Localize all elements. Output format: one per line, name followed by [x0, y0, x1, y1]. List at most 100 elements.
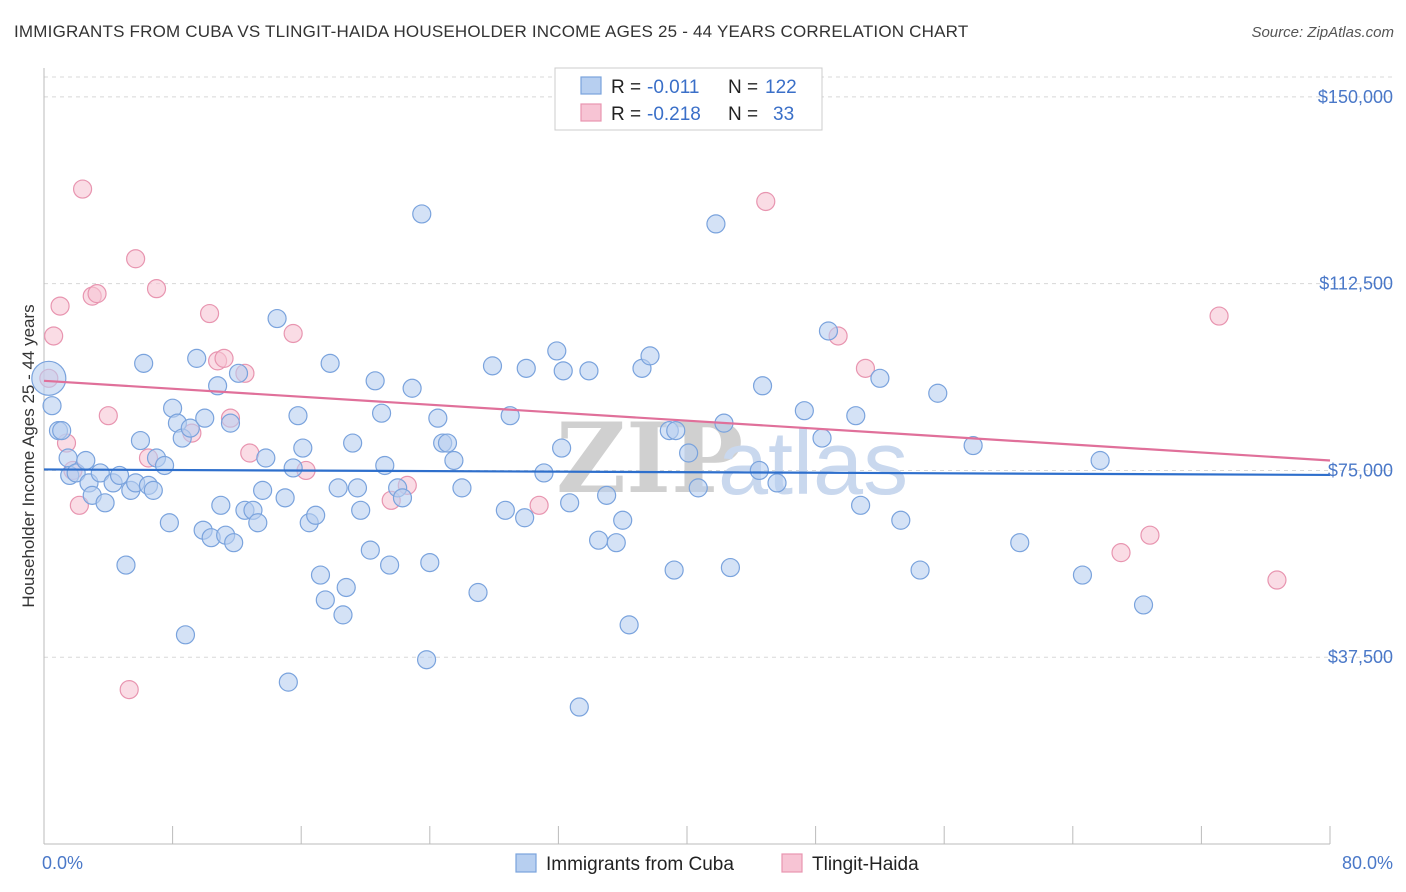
cuba-point	[664, 560, 684, 580]
cuba-point	[812, 428, 832, 448]
cuba-point	[267, 308, 287, 329]
cuba-point	[195, 408, 215, 428]
cuba-point	[275, 488, 295, 508]
cuba-point	[516, 358, 536, 378]
cuba-point	[336, 577, 356, 598]
cuba-point	[143, 480, 163, 500]
cuba-trend-line	[43, 468, 1331, 477]
cuba-point	[846, 406, 866, 426]
bottom-legend-label-cuba: Immigrants from Cuba	[546, 854, 734, 875]
cuba-point	[90, 463, 110, 483]
tlingit-point	[283, 323, 303, 344]
cuba-point	[288, 406, 308, 426]
cuba-point	[588, 530, 609, 550]
cuba-point	[420, 552, 440, 573]
x-tick-label-0: 0.0%	[42, 853, 83, 873]
cuba-point	[613, 510, 633, 530]
cuba-point	[333, 605, 353, 625]
watermark: ZIP atlas	[556, 402, 908, 515]
cuba-point	[928, 383, 948, 403]
tlingit-point	[44, 326, 64, 346]
cuba-point	[42, 396, 62, 416]
cuba-point	[211, 495, 231, 515]
y-axis-label: Householder Income Ages 25 - 44 years	[19, 304, 38, 607]
y-tick-label-3: $150,000	[1318, 87, 1393, 107]
tlingit-point	[855, 358, 876, 378]
cuba-point	[328, 478, 348, 498]
y-tick-label-0: $37,500	[1328, 647, 1393, 667]
bottom-legend: Immigrants from Cuba Tlingit-Haida	[515, 853, 919, 875]
cuba-point	[248, 513, 268, 533]
cuba-point	[175, 625, 196, 645]
cuba-point	[365, 371, 385, 391]
cuba-point	[640, 346, 660, 366]
cuba-point	[437, 433, 458, 453]
cuba-point	[794, 401, 814, 421]
cuba-point	[76, 450, 96, 471]
cuba-point	[1010, 533, 1030, 553]
tlingit-point	[1111, 543, 1131, 563]
cuba-point	[159, 513, 179, 533]
y-tick-labels: $37,500 $75,000 $112,500 $150,000	[1318, 87, 1393, 667]
tlingit-point	[87, 284, 107, 304]
tlingit-point	[50, 296, 70, 316]
tlingit-point	[199, 303, 220, 324]
cuba-point	[851, 495, 871, 515]
tlingit-trend-line	[43, 379, 1331, 462]
tlingit-point	[1140, 525, 1160, 545]
cuba-point	[371, 403, 392, 423]
cuba-point	[320, 353, 340, 373]
cuba-point	[343, 433, 363, 453]
tlingit-haida-points	[39, 179, 1287, 700]
cuba-point	[1072, 565, 1093, 585]
watermark-atlas: atlas	[718, 414, 908, 514]
cuba-point	[666, 421, 686, 441]
cuba-point	[256, 448, 276, 468]
cuba-point	[116, 555, 136, 575]
axes	[43, 68, 1331, 845]
cuba-point	[130, 430, 151, 451]
cuba-point	[749, 460, 769, 481]
cuba-point	[95, 493, 115, 513]
legend-r-value-cuba: -0.011	[647, 77, 699, 98]
cuba-point	[187, 348, 207, 368]
source-credit: Source: ZipAtlas.com	[1251, 24, 1394, 41]
cuba-point	[315, 590, 335, 610]
cuba-point	[351, 500, 371, 520]
cuba-point	[597, 485, 617, 505]
cuba-point	[1133, 595, 1154, 615]
cuba-point	[402, 378, 422, 398]
bottom-legend-label-tlingit: Tlingit-Haida	[812, 854, 919, 875]
legend-n-label-tlingit: N =	[728, 104, 758, 125]
cuba-point	[679, 443, 699, 463]
tlingit-point	[98, 406, 118, 426]
cuba-point	[52, 421, 72, 441]
cuba-point	[752, 376, 773, 396]
cuba-point	[606, 533, 626, 553]
legend-n-value-tlingit: 33	[773, 104, 794, 125]
tlingit-point	[529, 495, 549, 515]
tlingit-point	[1267, 570, 1287, 590]
cuba-point	[428, 408, 448, 428]
cuba-point	[293, 438, 313, 458]
cuba-point	[283, 458, 303, 478]
cuba-point	[452, 478, 472, 498]
cuba-point	[380, 555, 400, 575]
chart-title: IMMIGRANTS FROM CUBA VS TLINGIT-HAIDA HO…	[14, 22, 969, 41]
cuba-point	[720, 557, 741, 578]
cuba-point	[552, 438, 572, 458]
cuba-point	[482, 356, 503, 376]
cuba-point	[154, 455, 175, 476]
legend-swatch-cuba	[580, 76, 602, 95]
cuba-point	[347, 478, 368, 498]
cuba-point	[579, 361, 599, 381]
bottom-legend-swatch-tlingit	[781, 853, 803, 873]
tlingit-point	[72, 179, 93, 199]
cuba-point	[310, 565, 331, 585]
cuba-point	[534, 463, 554, 483]
cuba-point	[891, 510, 911, 530]
cuba-point	[1090, 450, 1110, 471]
cuba-point	[569, 697, 589, 717]
cuba-point	[688, 478, 708, 498]
legend-r-label-tlingit: R =	[611, 104, 641, 125]
